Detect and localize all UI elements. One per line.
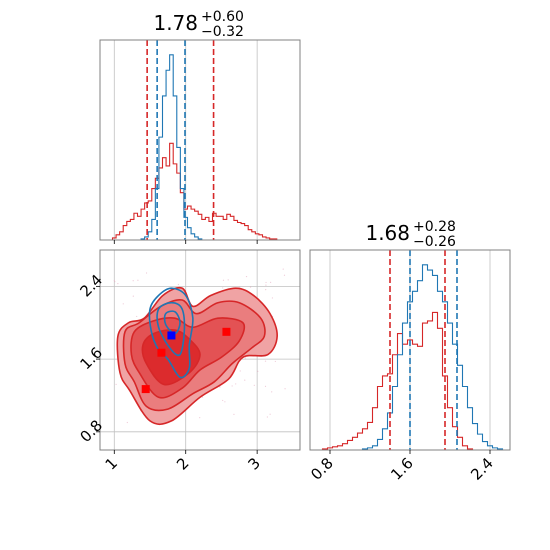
sample-dot — [238, 286, 240, 288]
blue-contour-level — [148, 287, 194, 379]
red-marker — [222, 327, 231, 336]
marginal-x-ticks — [113, 240, 258, 244]
sample-dot — [117, 283, 119, 285]
sample-dot — [264, 385, 267, 387]
sample-dot — [132, 295, 134, 297]
sample-dot — [249, 286, 252, 288]
sample-dot — [271, 297, 274, 299]
sample-dot — [177, 283, 179, 286]
sample-dot — [231, 385, 233, 387]
marginal-y-title-upper: +0.28 — [413, 219, 456, 235]
sample-dot — [199, 417, 201, 419]
sample-dot — [257, 370, 259, 372]
x-tick-label: 2 — [173, 454, 192, 473]
sample-dot — [235, 383, 237, 385]
red-histogram-step — [321, 311, 474, 450]
blue-histogram-step — [361, 264, 504, 450]
y-tick-label: 0.8 — [76, 416, 106, 446]
sample-dot — [270, 281, 272, 283]
marginal-x-title: 1.78 — [153, 11, 198, 35]
sample-dot — [269, 413, 271, 415]
red-contour-level — [141, 328, 201, 386]
joint-panel: 1 2 3 0.8 1.6 2.4 — [76, 249, 301, 474]
sample-dot — [224, 401, 226, 403]
blue-histogram-step — [140, 54, 206, 241]
blue-marker — [167, 331, 176, 340]
sample-dot — [265, 289, 267, 291]
sample-dot — [282, 268, 284, 270]
sample-dot — [265, 284, 267, 286]
red-marker — [141, 385, 150, 394]
sample-dot — [201, 396, 204, 398]
sample-dot — [222, 279, 225, 281]
x-tick-label: 3 — [244, 454, 263, 473]
sample-dot — [265, 281, 267, 284]
x-tick-label: 1 — [102, 454, 121, 473]
x-tick-label: 0.8 — [307, 454, 337, 484]
marginal-y-ticks: 0.8 1.6 2.4 — [307, 450, 497, 484]
marginal-x-content — [111, 40, 281, 241]
sample-dot — [271, 391, 273, 393]
marginal-y-panel: 1.68 +0.28 −0.26 0.8 1.6 2.4 — [307, 219, 511, 484]
sample-dot — [136, 315, 138, 318]
marginal-x-title-upper: +0.60 — [201, 9, 244, 25]
sample-dot — [113, 279, 115, 282]
sample-dot — [137, 279, 139, 281]
red-marker — [157, 348, 166, 357]
x-tick-label: 1.6 — [387, 454, 417, 484]
blue-contour-level — [156, 301, 186, 357]
sample-dot — [283, 274, 286, 276]
marginal-y-title: 1.68 — [365, 221, 410, 245]
sample-dot — [245, 275, 248, 278]
marginal-x-title-lower: −0.32 — [201, 24, 244, 40]
y-tick-label: 1.6 — [76, 344, 106, 374]
sample-dot — [132, 280, 134, 282]
joint-frame — [99, 249, 301, 451]
sample-dot — [227, 279, 229, 281]
sample-dot — [114, 281, 116, 283]
sample-dot — [222, 399, 224, 402]
sample-dot — [145, 272, 148, 274]
sample-dot — [274, 360, 276, 363]
sample-dot — [266, 416, 268, 418]
sample-dot — [253, 384, 255, 386]
sample-dot — [244, 379, 246, 381]
sample-dot — [219, 386, 221, 388]
marginal-x-panel: 1.78 +0.60 −0.32 — [99, 9, 301, 244]
sample-dot — [122, 303, 124, 305]
x-tick-label: 2.4 — [467, 454, 497, 484]
marginal-x-frame — [99, 39, 301, 241]
marginal-y-content — [321, 250, 504, 450]
sample-dot — [284, 388, 286, 390]
joint-content — [113, 268, 286, 426]
sample-dot — [222, 287, 224, 289]
red-histogram-step — [111, 142, 281, 241]
sample-dot — [239, 370, 241, 372]
y-tick-label: 2.4 — [76, 271, 106, 301]
sample-dot — [233, 413, 235, 415]
marginal-y-title-lower: −0.26 — [413, 234, 456, 250]
sample-dot — [115, 383, 117, 385]
sample-dot — [264, 360, 267, 362]
sample-dot — [126, 421, 128, 424]
sample-dot — [244, 357, 247, 359]
